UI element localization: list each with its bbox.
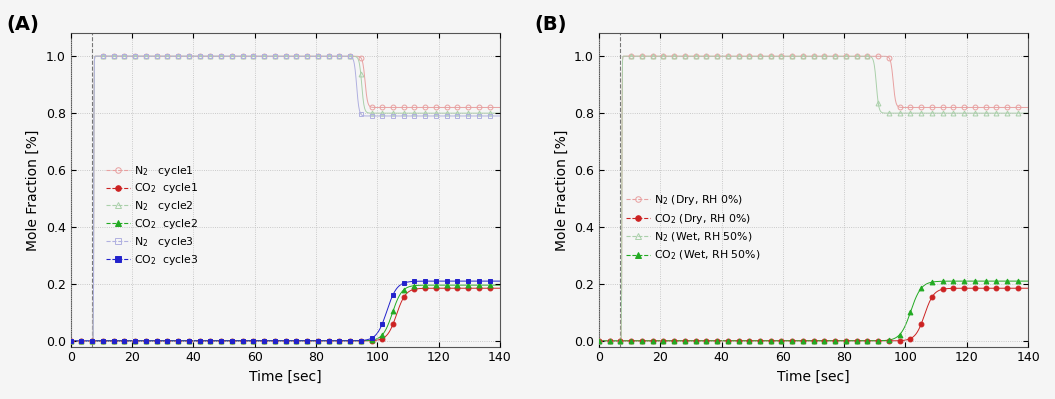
X-axis label: Time [sec]: Time [sec] (249, 370, 322, 384)
Y-axis label: Mole Fraction [%]: Mole Fraction [%] (26, 129, 40, 251)
Legend: N$_2$ (Dry, RH 0%), CO$_2$ (Dry, RH 0%), N$_2$ (Wet, RH 50%), CO$_2$ (Wet, RH 50: N$_2$ (Dry, RH 0%), CO$_2$ (Dry, RH 0%),… (621, 188, 765, 267)
Y-axis label: Mole Fraction [%]: Mole Fraction [%] (555, 129, 569, 251)
Text: (A): (A) (6, 15, 39, 34)
Text: (B): (B) (535, 15, 567, 34)
Legend: N$_2$   cycle1, CO$_2$  cycle1, N$_2$   cycle2, CO$_2$  cycle2, N$_2$   cycle3, : N$_2$ cycle1, CO$_2$ cycle1, N$_2$ cycle… (102, 159, 204, 271)
X-axis label: Time [sec]: Time [sec] (778, 370, 850, 384)
